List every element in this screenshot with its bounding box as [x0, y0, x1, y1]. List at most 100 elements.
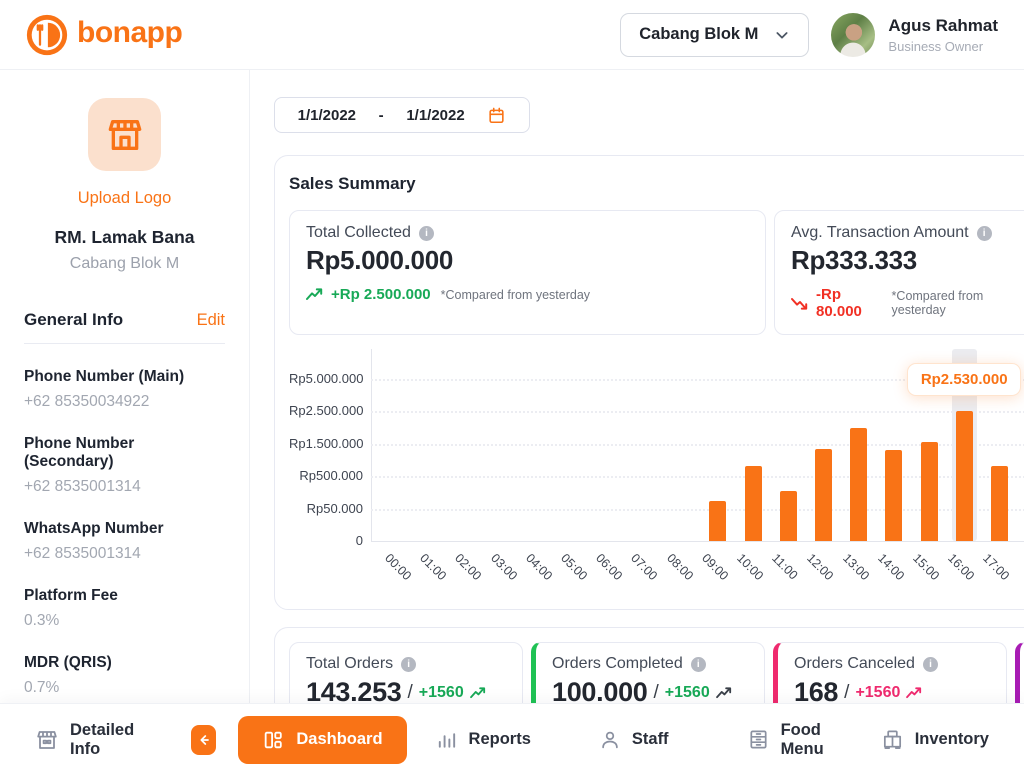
nav-item-detailed-info[interactable]: Detailed Info	[35, 721, 147, 759]
nav-item-inventory[interactable]: Inventory	[881, 728, 989, 751]
dashboard-icon	[262, 729, 284, 751]
field-label: Phone Number (Secondary)	[24, 435, 135, 470]
x-axis-tick-label: 14:00	[874, 551, 907, 584]
chart-tooltip: Rp2.530.000	[907, 363, 1022, 396]
bar-10:00[interactable]	[744, 466, 762, 541]
trend-up-icon	[715, 686, 732, 699]
avg-transaction-delta: -Rp 80.000	[816, 286, 862, 320]
bar-15:00[interactable]	[920, 442, 938, 541]
bonapp-logo: bonapp	[26, 14, 183, 56]
nav-label: Detailed Info	[70, 720, 135, 758]
nav-item-staff[interactable]: Staff	[599, 729, 669, 751]
field-label: Phone Number (Main)	[24, 368, 185, 385]
inventory-box-icon	[881, 728, 904, 751]
upload-logo-dropzone[interactable]	[88, 98, 161, 171]
calendar-icon[interactable]	[487, 106, 506, 125]
top-header: bonapp Cabang Blok M Agus Rahmat Busines…	[0, 0, 1024, 70]
avg-transaction-value: Rp333.333	[791, 245, 917, 275]
x-axis-tick-label: 16:00	[945, 551, 978, 584]
trend-up-icon	[469, 686, 486, 699]
trend-up-icon	[306, 288, 323, 301]
total-collected-card: Total Collected Rp5.000.000 +Rp 2.500.00…	[289, 210, 766, 335]
bar-11:00[interactable]	[779, 490, 797, 541]
orders-canceled-delta: +1560	[855, 683, 901, 701]
bottom-navigation: Detailed Info Dashboard Reports	[0, 703, 1024, 775]
avg-transaction-card: Avg. Transaction Amount Rp333.333 -Rp 80…	[774, 210, 1024, 335]
nav-label: Food Menu	[780, 720, 824, 758]
upload-logo-label[interactable]: Upload Logo	[77, 189, 172, 207]
orders-summary-card: Total Orders 143.253 / +1560	[274, 627, 1024, 703]
total-orders-card: Total Orders 143.253 / +1560	[289, 642, 523, 703]
chart-gridline	[371, 411, 1024, 414]
info-icon[interactable]	[976, 225, 992, 241]
total-collected-label: Total Collected	[306, 224, 411, 241]
info-field-mdr-qris: MDR (QRIS) 0.7%	[24, 654, 225, 697]
x-axis-tick-label: 15:00	[910, 551, 943, 584]
x-axis-tick-label: 17:00	[980, 551, 1013, 584]
sales-summary-card: Sales Summary Total Collected Rp5.000.00…	[274, 155, 1024, 610]
x-axis-tick-label: 12:00	[804, 551, 837, 584]
branch-selector-dropdown[interactable]: Cabang Blok M	[620, 12, 810, 57]
value-separator: /	[844, 681, 850, 703]
general-info-title: General Info	[24, 310, 124, 329]
field-label: Platform Fee	[24, 587, 118, 604]
compare-note: *Compared from yesterday	[440, 287, 591, 302]
nav-label: Dashboard	[296, 730, 383, 748]
nav-item-reports[interactable]: Reports	[435, 728, 531, 751]
x-axis-tick-label: 04:00	[522, 551, 555, 584]
main-content: 1/1/2022 - 1/1/2022 Sales Summary Total …	[250, 70, 1024, 703]
next-order-card-partial	[1015, 642, 1024, 703]
x-axis-tick-label: 03:00	[487, 551, 520, 584]
x-axis-tick-label: 00:00	[382, 551, 415, 584]
field-value: 0.7%	[24, 679, 60, 696]
field-label: WhatsApp Number	[24, 520, 164, 537]
info-icon[interactable]	[418, 225, 434, 241]
bar-13:00[interactable]	[850, 427, 868, 541]
chart-x-axis-line	[371, 541, 1024, 542]
user-role: Business Owner	[888, 38, 984, 54]
info-field-phone-secondary: Phone Number (Secondary) +62 8535001314	[24, 435, 225, 496]
info-icon[interactable]	[922, 656, 938, 672]
info-icon[interactable]	[690, 656, 706, 672]
total-collected-delta: +Rp 2.500.000	[331, 286, 431, 303]
info-icon[interactable]	[401, 656, 417, 672]
avatar	[831, 12, 876, 57]
x-axis-tick-label: 02:00	[452, 551, 485, 584]
x-axis-tick-label: 11:00	[769, 551, 801, 583]
date-range-end: 1/1/2022	[406, 106, 465, 124]
bar-09:00[interactable]	[709, 501, 727, 541]
value-separator: /	[653, 681, 659, 703]
bar-14:00[interactable]	[885, 450, 903, 541]
avg-transaction-label: Avg. Transaction Amount	[791, 224, 969, 241]
date-range-separator: -	[378, 106, 384, 124]
person-icon	[599, 729, 621, 751]
bar-17:00[interactable]	[990, 466, 1008, 541]
x-axis-tick-label: 05:00	[558, 551, 591, 584]
storefront-icon	[35, 728, 59, 752]
x-axis-tick-label: 07:00	[628, 551, 661, 584]
orders-completed-label: Orders Completed	[552, 655, 683, 672]
y-axis-tick-label: Rp1.500.000	[289, 435, 364, 451]
edit-general-info-link[interactable]: Edit	[196, 311, 225, 329]
bar-16:00[interactable]	[955, 411, 973, 541]
chevron-down-icon	[774, 27, 790, 43]
orders-completed-card: Orders Completed 100.000 / +1560	[531, 642, 765, 703]
total-orders-label: Total Orders	[306, 655, 394, 672]
sales-summary-title: Sales Summary	[289, 174, 416, 193]
date-range-picker[interactable]: 1/1/2022 - 1/1/2022	[274, 97, 530, 133]
chart-gridline	[371, 476, 1024, 479]
x-axis-tick-label: 10:00	[734, 551, 767, 584]
collapse-sidebar-button[interactable]	[191, 724, 217, 755]
bar-12:00[interactable]	[814, 448, 832, 541]
nav-item-dashboard-active[interactable]: Dashboard	[238, 715, 407, 764]
x-axis-tick-label: 06:00	[593, 551, 626, 584]
sales-bar-chart[interactable]: Rp5.000.000 Rp2.500.000 Rp1.500.000 Rp500.0…	[289, 349, 1024, 593]
storefront-icon	[105, 115, 145, 155]
nav-item-food-menu[interactable]: Food Menu	[747, 721, 849, 759]
user-menu[interactable]: Agus Rahmat Business Owner	[831, 12, 998, 57]
x-axis-tick-label: 08:00	[663, 551, 696, 584]
orders-canceled-card: Orders Canceled 168 / +1560	[773, 642, 1007, 703]
nav-label: Reports	[468, 730, 531, 748]
x-axis-tick-label: 01:00	[417, 551, 450, 584]
business-name: RM. Lamak Bana	[54, 227, 195, 247]
